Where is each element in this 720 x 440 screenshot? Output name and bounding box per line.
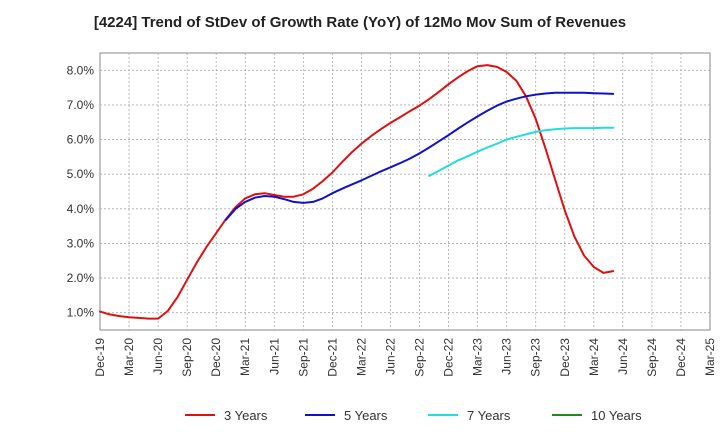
- x-tick-label: Dec-23: [558, 338, 572, 377]
- legend-label: 7 Years: [467, 408, 511, 423]
- series-line-3-years: [99, 64, 615, 320]
- legend: 3 Years 5 Years 7 Years 10 Years: [185, 408, 642, 423]
- y-tick-label: 5.0%: [67, 167, 95, 181]
- legend-label: 5 Years: [344, 408, 388, 423]
- x-tick-label: Mar-25: [703, 338, 717, 376]
- y-tick-label: 2.0%: [67, 271, 95, 285]
- x-tick-label: Jun-22: [383, 338, 397, 375]
- y-tick-label: 6.0%: [67, 133, 95, 147]
- legend-label: 3 Years: [224, 408, 268, 423]
- series-layer: [99, 64, 615, 320]
- x-tick-label: Jun-21: [267, 338, 281, 375]
- grid-layer: [100, 53, 710, 330]
- x-tick-label: Mar-23: [471, 338, 485, 376]
- axis-layer: 1.0% 2.0% 3.0% 4.0% 5.0% 6.0% 7.0% 8.0% Dec-19 Ma…: [67, 63, 717, 376]
- y-tick-label: 7.0%: [67, 98, 95, 112]
- x-tick-label: Mar-24: [587, 338, 601, 376]
- x-tick-label: Sep-22: [413, 338, 427, 377]
- x-tick-label: Dec-19: [93, 338, 107, 377]
- series-line-7-years: [428, 126, 615, 177]
- x-tick-label: Dec-24: [674, 338, 688, 377]
- x-tick-label: Sep-20: [180, 338, 194, 377]
- x-tick-label: Dec-22: [442, 338, 456, 377]
- y-tick-label: 1.0%: [67, 306, 95, 320]
- x-tick-label: Mar-22: [354, 338, 368, 376]
- y-tick-label: 8.0%: [67, 63, 95, 77]
- x-tick-label: Dec-20: [209, 338, 223, 377]
- x-tick-label: Sep-24: [645, 338, 659, 377]
- series-line-5-years: [224, 91, 615, 221]
- legend-label: 10 Years: [591, 408, 642, 423]
- x-tick-label: Jun-24: [616, 338, 630, 375]
- x-tick-label: Jun-20: [151, 338, 165, 375]
- x-tick-label: Sep-21: [296, 338, 310, 377]
- x-tick-label: Dec-21: [325, 338, 339, 377]
- x-tick-label: Sep-23: [529, 338, 543, 377]
- chart-title: [4224] Trend of StDev of Growth Rate (Yo…: [93, 14, 627, 31]
- y-tick-label: 3.0%: [67, 236, 95, 250]
- x-tick-label: Jun-23: [500, 338, 514, 375]
- x-tick-label: Mar-20: [122, 338, 136, 376]
- plot-area: [99, 52, 711, 331]
- y-tick-label: 4.0%: [67, 202, 95, 216]
- x-tick-label: Mar-21: [238, 338, 252, 376]
